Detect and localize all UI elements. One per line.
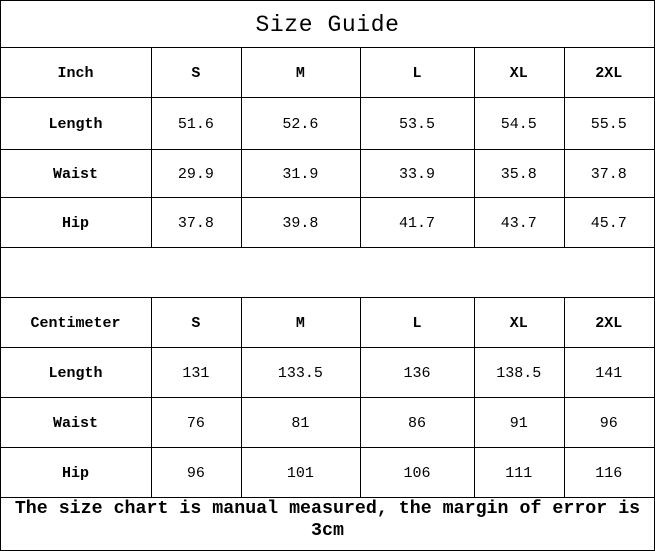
svg-text:37.8: 37.8 (178, 215, 214, 232)
svg-text:Length: Length (49, 116, 103, 133)
svg-text:33.9: 33.9 (399, 166, 435, 183)
svg-text:81: 81 (291, 415, 309, 432)
svg-text:131: 131 (182, 365, 209, 382)
svg-text:86: 86 (408, 415, 426, 432)
svg-text:Waist: Waist (53, 415, 98, 432)
svg-text:39.8: 39.8 (282, 215, 318, 232)
svg-text:M: M (296, 315, 305, 332)
svg-text:XL: XL (510, 65, 528, 82)
svg-text:138.5: 138.5 (496, 365, 541, 382)
svg-text:29.9: 29.9 (178, 166, 214, 183)
svg-text:Hip: Hip (62, 215, 89, 232)
svg-text:Waist: Waist (53, 166, 98, 183)
svg-text:S: S (191, 65, 200, 82)
svg-text:L: L (412, 315, 421, 332)
svg-text:35.8: 35.8 (501, 166, 537, 183)
svg-text:Length: Length (49, 365, 103, 382)
svg-text:31.9: 31.9 (282, 166, 318, 183)
svg-text:51.6: 51.6 (178, 116, 214, 133)
svg-text:37.8: 37.8 (591, 166, 627, 183)
svg-text:3cm: 3cm (311, 521, 344, 541)
svg-text:XL: XL (510, 315, 528, 332)
svg-text:96: 96 (600, 415, 618, 432)
svg-text:106: 106 (403, 465, 430, 482)
svg-text:Centimeter: Centimeter (31, 315, 121, 332)
svg-text:76: 76 (187, 415, 205, 432)
svg-text:52.6: 52.6 (282, 116, 318, 133)
svg-text:L: L (412, 65, 421, 82)
svg-text:91: 91 (510, 415, 528, 432)
svg-text:2XL: 2XL (595, 65, 622, 82)
svg-text:The size chart is manual measu: The size chart is manual measured, the m… (15, 499, 640, 519)
svg-text:141: 141 (595, 365, 622, 382)
svg-text:45.7: 45.7 (591, 215, 627, 232)
svg-text:55.5: 55.5 (591, 116, 627, 133)
svg-text:96: 96 (187, 465, 205, 482)
svg-text:136: 136 (403, 365, 430, 382)
svg-text:S: S (191, 315, 200, 332)
svg-text:133.5: 133.5 (278, 365, 323, 382)
svg-text:116: 116 (595, 465, 622, 482)
svg-text:Inch: Inch (58, 65, 94, 82)
svg-text:Hip: Hip (62, 465, 89, 482)
svg-text:111: 111 (505, 465, 532, 482)
svg-text:54.5: 54.5 (501, 116, 537, 133)
svg-text:Size Guide: Size Guide (255, 12, 399, 38)
svg-text:2XL: 2XL (595, 315, 622, 332)
svg-text:43.7: 43.7 (501, 215, 537, 232)
svg-text:53.5: 53.5 (399, 116, 435, 133)
svg-text:101: 101 (287, 465, 314, 482)
svg-text:M: M (296, 65, 305, 82)
svg-text:41.7: 41.7 (399, 215, 435, 232)
